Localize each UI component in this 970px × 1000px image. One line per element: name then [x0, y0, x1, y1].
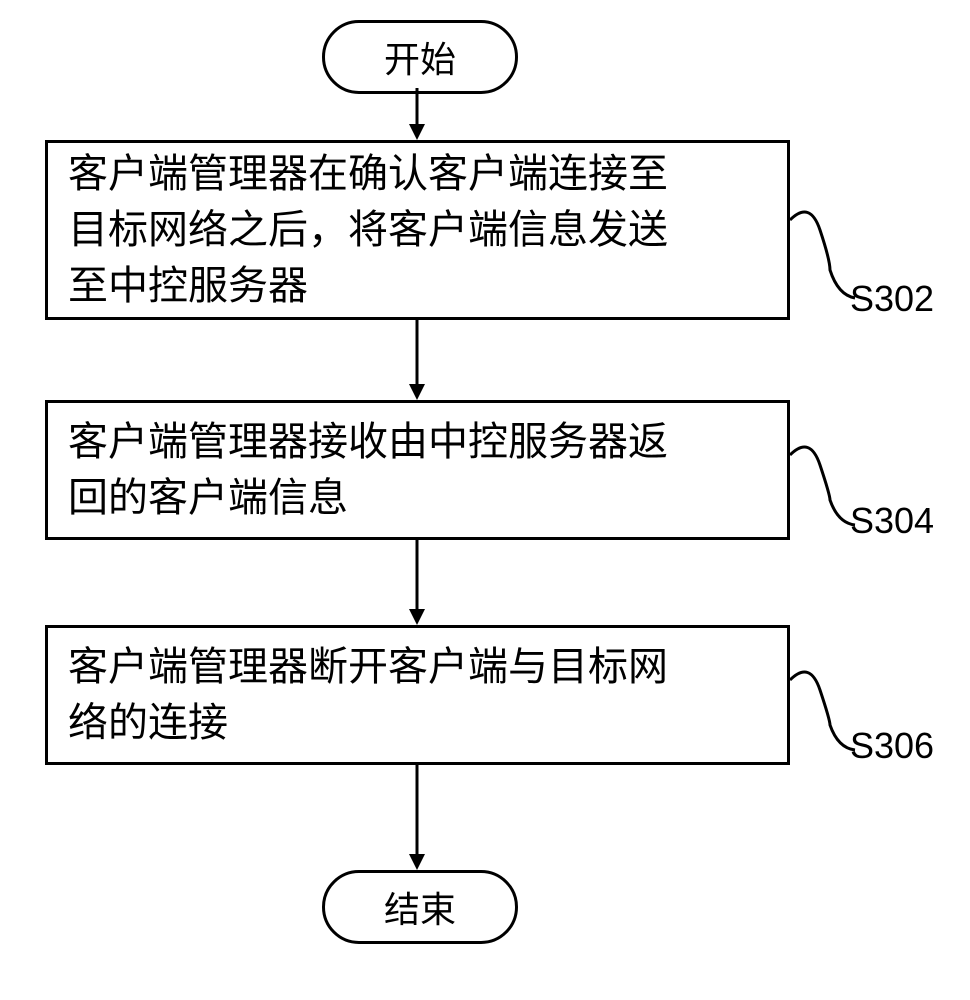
process-s302: 客户端管理器在确认客户端连接至 目标网络之后，将客户端信息发送 至中控服务器 — [45, 140, 790, 320]
arrow-start-s302 — [407, 88, 427, 140]
step-label-s304: S304 — [850, 500, 934, 542]
s302-line3: 至中控服务器 — [68, 258, 767, 314]
wavy-s302 — [790, 210, 860, 310]
process-s304: 客户端管理器接收由中控服务器返 回的客户端信息 — [45, 400, 790, 540]
end-node: 结束 — [322, 870, 518, 944]
end-label: 结束 — [384, 881, 456, 933]
wavy-s304 — [790, 445, 860, 535]
arrow-s304-s306 — [407, 540, 427, 625]
wavy-s306 — [790, 670, 860, 760]
step-label-s306: S306 — [850, 725, 934, 767]
flowchart-canvas: 开始 客户端管理器在确认客户端连接至 目标网络之后，将客户端信息发送 至中控服务… — [0, 0, 970, 1000]
s302-line2: 目标网络之后，将客户端信息发送 — [68, 202, 767, 258]
arrow-s302-s304 — [407, 320, 427, 400]
process-s306: 客户端管理器断开客户端与目标网 络的连接 — [45, 625, 790, 765]
step-label-s302: S302 — [850, 278, 934, 320]
start-label: 开始 — [384, 31, 456, 83]
s302-line1: 客户端管理器在确认客户端连接至 — [68, 146, 767, 202]
arrow-s306-end — [407, 765, 427, 870]
s306-line1: 客户端管理器断开客户端与目标网 — [68, 639, 767, 695]
s304-line2: 回的客户端信息 — [68, 470, 767, 526]
start-node: 开始 — [322, 20, 518, 94]
s304-line1: 客户端管理器接收由中控服务器返 — [68, 414, 767, 470]
s306-line2: 络的连接 — [68, 695, 767, 751]
